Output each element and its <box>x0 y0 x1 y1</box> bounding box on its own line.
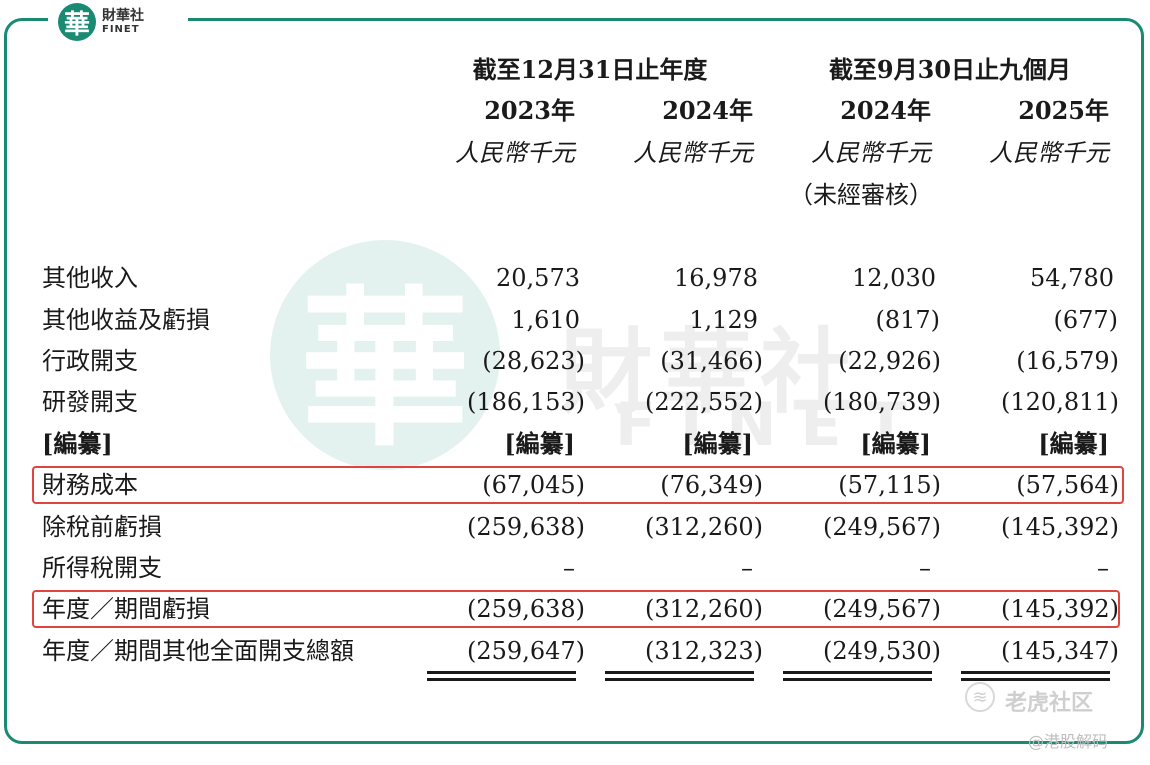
row-value-9m2025: 54,780 <box>1030 264 1114 292</box>
row-value-9m2024: [編纂] <box>860 429 931 458</box>
row-value-2023: – <box>563 554 575 582</box>
author-tag: @港股解码 <box>1028 732 1109 751</box>
row-value-2023: [編纂] <box>504 429 575 458</box>
row-value-2024: (312,260) <box>645 595 763 623</box>
row-value-2024: (31,466) <box>660 347 763 375</box>
header-year-4: 2025年 <box>1018 96 1109 125</box>
header-unit-3: 人民幣千元 <box>811 139 931 167</box>
row-value-2023: 20,573 <box>496 264 580 292</box>
row-value-2023: 1,610 <box>511 306 580 334</box>
header-group-nine-months: 截至9月30日止九個月 <box>828 55 1072 84</box>
row-value-9m2025: (145,392) <box>1001 595 1119 623</box>
row-value-2023: (67,045) <box>482 471 585 499</box>
tiger-community-brand: 老虎社区 <box>1005 691 1094 716</box>
row-label: 行政開支 <box>42 347 138 375</box>
row-value-2024: (312,323) <box>645 637 763 665</box>
double-rule <box>783 671 932 681</box>
header-unit-4: 人民幣千元 <box>989 139 1109 167</box>
row-label: [編纂] <box>42 429 113 458</box>
double-rule <box>427 671 576 681</box>
header-unit-2: 人民幣千元 <box>633 139 753 167</box>
double-rule <box>961 671 1110 681</box>
row-value-9m2025: – <box>1097 554 1109 582</box>
row-value-9m2024: – <box>919 554 931 582</box>
row-label: 財務成本 <box>42 471 138 499</box>
row-label: 所得稅開支 <box>42 554 162 582</box>
highlight-period-loss <box>32 590 1120 628</box>
row-value-2023: (259,647) <box>467 637 585 665</box>
row-value-2024: [編纂] <box>682 429 753 458</box>
row-label: 年度／期間虧損 <box>42 595 210 623</box>
row-value-9m2024: (249,567) <box>823 595 941 623</box>
logo-mark-icon: 華 <box>58 3 96 41</box>
row-value-2023: (259,638) <box>467 595 585 623</box>
row-label: 年度／期間其他全面開支總額 <box>42 637 354 665</box>
row-value-9m2025: (145,347) <box>1001 637 1119 665</box>
row-value-9m2025: (57,564) <box>1016 471 1119 499</box>
row-value-9m2024: (57,115) <box>838 471 941 499</box>
header-group-annual: 截至12月31日止年度 <box>472 55 708 84</box>
logo-text: 財華社 FINET <box>102 9 144 35</box>
header-year-2: 2024年 <box>662 96 753 125</box>
row-value-2023: (259,638) <box>467 513 585 541</box>
row-value-9m2025: [編纂] <box>1038 429 1109 458</box>
logo-cn: 財華社 <box>102 8 144 24</box>
row-value-2024: (76,349) <box>660 471 763 499</box>
row-value-9m2024: (817) <box>875 306 940 334</box>
row-value-9m2025: (677) <box>1053 306 1118 334</box>
row-value-9m2025: (145,392) <box>1001 513 1119 541</box>
header-unit-1: 人民幣千元 <box>455 139 575 167</box>
row-value-9m2024: 12,030 <box>852 264 936 292</box>
highlight-finance-cost <box>32 466 1124 504</box>
row-value-9m2024: (180,739) <box>823 388 941 416</box>
row-label: 其他收益及虧損 <box>42 306 210 334</box>
row-label: 除稅前虧損 <box>42 513 162 541</box>
row-value-2024: – <box>741 554 753 582</box>
row-value-9m2025: (120,811) <box>1001 388 1119 416</box>
row-label: 研發開支 <box>42 388 138 416</box>
row-value-2024: (222,552) <box>645 388 763 416</box>
header-year-1: 2023年 <box>484 96 575 125</box>
row-value-9m2024: (249,567) <box>823 513 941 541</box>
logo-en: FINET <box>102 24 140 35</box>
finet-logo: 華 財華社 FINET <box>48 0 188 44</box>
row-value-9m2024: (22,926) <box>838 347 941 375</box>
tiger-community-icon: ≋ <box>965 682 995 712</box>
row-value-2024: 16,978 <box>674 264 758 292</box>
row-label: 其他收入 <box>42 264 138 292</box>
header-unaudited: （未經審核） <box>789 181 933 209</box>
card-frame <box>4 18 1144 744</box>
header-year-3: 2024年 <box>840 96 931 125</box>
double-rule <box>605 671 754 681</box>
row-value-2023: (28,623) <box>482 347 585 375</box>
row-value-2024: (312,260) <box>645 513 763 541</box>
row-value-9m2024: (249,530) <box>823 637 941 665</box>
row-value-2024: 1,129 <box>689 306 758 334</box>
row-value-9m2025: (16,579) <box>1016 347 1119 375</box>
row-value-2023: (186,153) <box>467 388 585 416</box>
